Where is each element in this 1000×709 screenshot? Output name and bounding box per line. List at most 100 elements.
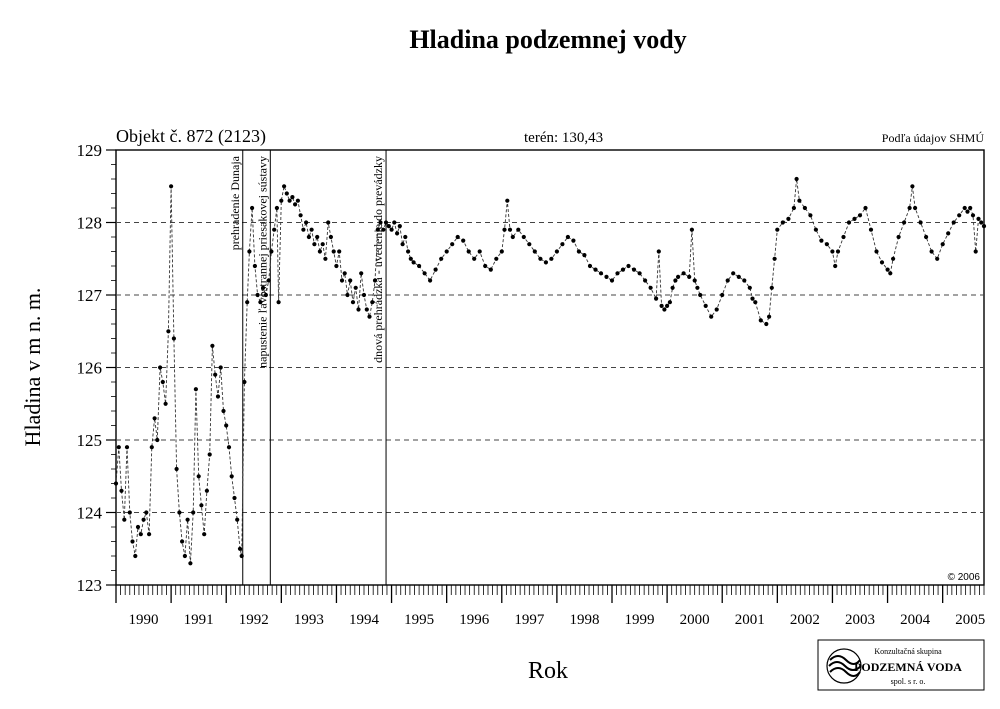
data-point [676,274,681,279]
data-point [386,224,391,229]
data-point [835,249,841,254]
data-point [841,234,846,240]
data-point [119,488,124,493]
data-point [703,303,708,308]
data-point [124,445,130,450]
data-point [158,365,163,370]
data-point [389,227,394,232]
data-point [141,517,146,522]
data-point [532,249,537,254]
logo-top-text: Konzultačná skupina [874,647,942,656]
data-point [598,271,604,276]
data-point [392,220,397,225]
data-point [488,267,493,272]
data-point [381,227,386,232]
x-year-label: 2001 [735,612,765,628]
data-point [287,198,292,203]
data-point [698,292,703,298]
data-point [193,387,198,392]
y-tick-label: 125 [77,431,103,450]
data-point [902,220,907,225]
data-point [444,249,449,254]
data-point [946,231,951,236]
data-point [226,445,232,450]
y-tick-label: 126 [77,359,103,378]
data-point [312,242,317,247]
data-point [857,213,863,218]
data-point [976,216,981,221]
data-point [819,238,824,243]
data-point [239,553,244,559]
event-label: dnová prehrádzka - uvedenie do prevádzky [371,156,385,363]
data-point [560,242,565,247]
y-axis-title: Hladina v m n. m. [20,288,45,447]
data-point [791,205,797,211]
y-tick-label: 124 [77,504,103,523]
data-point [138,532,143,537]
data-point [255,292,260,298]
data-point [361,292,367,298]
data-point [276,300,281,305]
data-point [127,510,132,515]
data-point [913,205,918,211]
data-point [502,227,507,232]
data-point [160,379,165,385]
data-point [979,220,984,225]
data-point [968,205,973,211]
data-point [720,292,725,298]
data-point [395,231,400,236]
data-point [505,198,510,203]
x-year-label: 2005 [955,612,985,628]
event-markers: prehradenie Dunaja napustenie ľavostranne… [228,150,387,585]
data-point [538,256,543,261]
data-point [266,278,271,283]
data-point [571,238,576,243]
data-point [185,517,190,522]
data-point [780,220,785,225]
data-point [833,263,838,269]
x-axis-title: Rok [528,658,568,684]
data-point [527,242,532,247]
data-point [147,532,152,537]
data-point [372,278,378,283]
data-point [247,249,252,254]
data-point [852,216,857,221]
data-point [689,227,695,232]
data-point [290,195,295,200]
data-point [461,238,466,243]
data-point [935,256,940,261]
data-point [874,249,879,254]
data-point [665,303,670,308]
data-point [695,285,700,290]
data-point [135,524,141,530]
data-point [229,474,234,479]
data-point [687,274,692,279]
data-point [772,256,777,261]
data-point [331,249,336,254]
data-point [166,329,171,334]
data-point [940,242,945,247]
chart-title: Hladina podzemnej vody [409,25,686,54]
data-point [298,213,303,218]
data-point [245,300,250,305]
data-point [965,209,970,214]
logo-waves-icon [826,648,862,684]
data-point [282,184,287,189]
data-point [631,267,637,272]
data-point [301,227,306,232]
data-point [263,292,268,298]
data-point [210,343,215,348]
data-point [284,191,289,196]
data-point [667,300,673,305]
data-point [543,260,549,265]
data-point [191,510,196,515]
data-point [643,278,648,283]
data-point [670,285,675,290]
x-year-label: 1996 [459,612,490,628]
x-year-label: 2002 [790,612,820,628]
data-point [742,278,747,283]
data-point [328,234,333,240]
data-point [656,249,661,254]
data-point [753,300,758,305]
